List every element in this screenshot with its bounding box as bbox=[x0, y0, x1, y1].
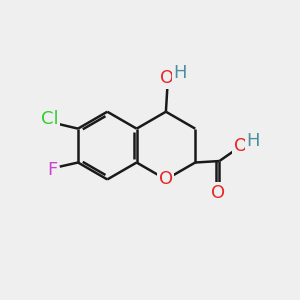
Text: O: O bbox=[160, 69, 174, 87]
Text: Cl: Cl bbox=[40, 110, 58, 128]
Text: F: F bbox=[47, 161, 57, 179]
Text: H: H bbox=[173, 64, 187, 82]
Text: O: O bbox=[159, 170, 173, 188]
Text: H: H bbox=[246, 132, 260, 150]
Text: O: O bbox=[233, 137, 248, 155]
Text: O: O bbox=[211, 184, 225, 202]
